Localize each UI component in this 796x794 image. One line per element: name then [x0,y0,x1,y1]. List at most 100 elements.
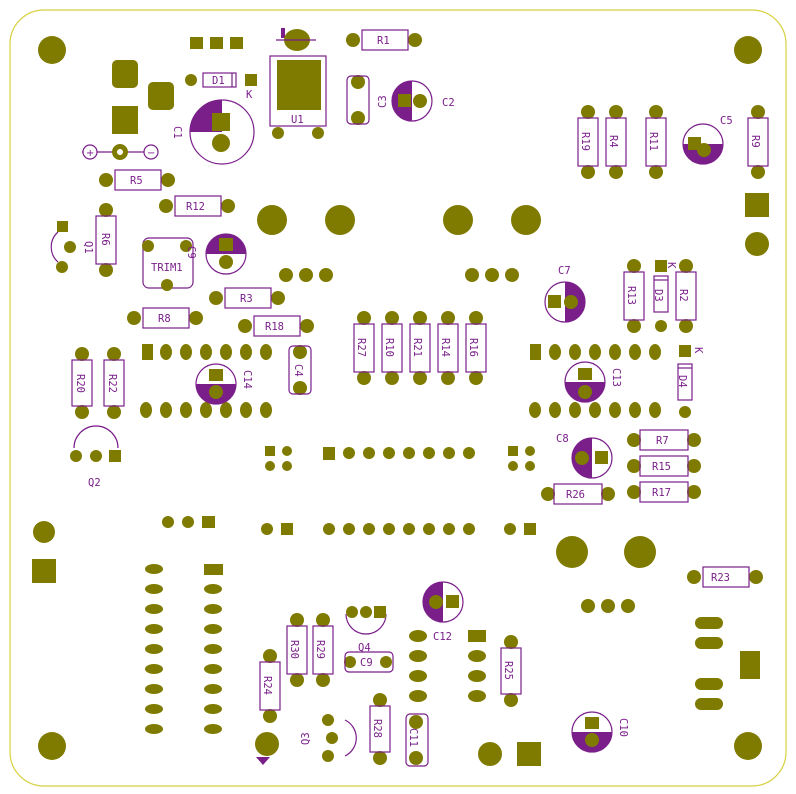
diode-d3: D3 K [652,260,677,332]
capacitor-c14: C14 [195,363,253,405]
board-outline [9,9,787,787]
label-d3: D3 [652,289,664,302]
capacitor-c10: C10 [571,711,629,753]
resistor-r5: R5 [99,169,175,191]
label-r15: R15 [652,461,671,473]
resistor-r20: R20 [71,347,93,419]
label-trim1: TRIM1 [151,262,183,274]
label-r12: R12 [186,201,205,213]
resistor-r3: R3 [209,287,285,309]
resistor-r21: R21 [409,311,431,385]
resistor-r16: R16 [465,311,487,385]
resistor-r25: R25 [500,635,522,707]
label-d1-k: K [246,89,253,101]
capacitor-c4: C4 [288,345,312,395]
label-c9-top: C9 [185,246,197,259]
resistor-r19: R19 [577,105,599,179]
connector-right-bottom [695,617,723,710]
resistor-r10: R10 [381,311,403,385]
resistor-r12: R12 [159,195,235,217]
label-c11: C11 [407,728,419,747]
label-d3-k: K [665,262,677,269]
label-r23: R23 [711,572,730,584]
label-r6: R6 [99,233,111,246]
large-pads [32,193,769,766]
label-r25: R25 [502,661,514,680]
capacitor-c12: C12 [422,581,464,643]
transistor-q1: Q1 [50,221,94,273]
label-c14: C14 [241,370,253,389]
connector-center-right [468,630,486,702]
label-r10: R10 [383,338,395,357]
label-r11: R11 [647,132,659,151]
resistor-r24: R24 [259,649,281,723]
label-r21: R21 [411,338,423,357]
connector-center-left [409,630,427,702]
label-r19: R19 [579,132,591,151]
power-connector: + − [82,144,159,160]
resistor-r29: R29 [312,613,334,687]
label-r13: R13 [625,286,637,305]
ic-bottom-left [145,564,223,734]
header-3pin [162,516,215,528]
label-r8: R8 [158,313,171,325]
resistor-r9: R9 [747,105,769,179]
header-pads-right [581,599,635,613]
label-c1: C1 [171,126,183,139]
label-r22: R22 [106,374,118,393]
label-r9: R9 [749,135,761,148]
resistor-r7: R7 [627,429,701,451]
label-q2: Q2 [88,477,101,489]
label-r20: R20 [74,374,86,393]
label-d4-k: K [692,347,704,354]
label-r4: R4 [607,135,619,148]
resistor-r8: R8 [127,307,203,329]
label-r2: R2 [677,289,689,302]
plus-symbol: + [86,148,94,159]
label-c12: C12 [433,631,452,643]
resistor-r23: R23 [687,566,763,588]
header-pads-mid [279,268,519,282]
capacitor-c7: C7 [544,265,586,323]
capacitor-c3: C3 [346,75,389,125]
diode-d4: D4 K [676,345,704,418]
label-r29: R29 [314,640,326,659]
regulator-u1: U1 [269,28,327,139]
resistor-r27: R27 [353,311,375,385]
resistor-r15: R15 [627,455,701,477]
capacitor-c9-top: C9 [185,233,247,275]
pad-bottom-marker [255,732,279,765]
capacitor-c11: C11 [405,713,429,767]
power-jack [112,60,174,134]
minus-symbol: − [147,148,155,159]
transistor-q2: Q2 [70,425,121,489]
label-u1: U1 [291,114,304,126]
mounting-holes [38,36,762,760]
resistor-r22: R22 [103,347,125,419]
capacitor-c1: C1 [171,99,255,165]
label-r3: R3 [240,293,253,305]
resistor-r30: R30 [286,613,308,687]
label-r17: R17 [652,487,671,499]
capacitor-c9: C9 [344,651,394,673]
label-r5: R5 [130,175,143,187]
label-c9: C9 [360,657,373,669]
capacitor-c5: C5 [682,115,733,165]
header-pads-top [190,37,243,49]
transistor-q4: Q4 [345,606,387,654]
ic-right [529,344,661,418]
ic-left [140,344,272,418]
label-q3: Q3 [300,732,312,745]
ic-center [323,447,475,535]
resistor-r14: R14 [437,311,459,385]
diode-d1: D1 K [185,72,257,101]
transistor-q3: Q3 [300,714,357,762]
capacitor-c8: C8 [556,433,613,479]
resistor-r17: R17 [627,481,701,503]
label-r30: R30 [288,640,300,659]
label-r24: R24 [261,676,273,695]
label-c5: C5 [720,115,733,127]
resistor-r6: R6 [95,203,117,277]
resistor-r13: R13 [623,259,645,333]
